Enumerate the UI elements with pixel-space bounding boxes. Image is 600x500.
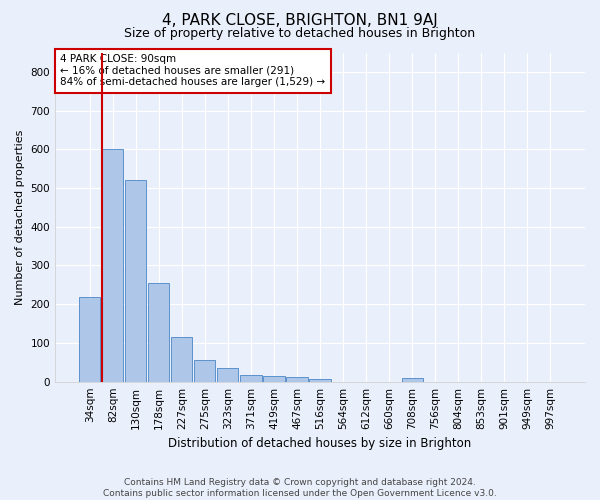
X-axis label: Distribution of detached houses by size in Brighton: Distribution of detached houses by size …: [169, 437, 472, 450]
Bar: [241, 374, 262, 382]
Bar: [401, 378, 423, 382]
Bar: [263, 376, 284, 382]
Bar: [125, 180, 146, 382]
Text: Size of property relative to detached houses in Brighton: Size of property relative to detached ho…: [124, 28, 476, 40]
Y-axis label: Number of detached properties: Number of detached properties: [15, 130, 25, 305]
Bar: [194, 360, 215, 382]
Bar: [148, 283, 169, 382]
Text: 4 PARK CLOSE: 90sqm
← 16% of detached houses are smaller (291)
84% of semi-detac: 4 PARK CLOSE: 90sqm ← 16% of detached ho…: [61, 54, 325, 88]
Bar: [171, 337, 193, 382]
Bar: [102, 150, 124, 382]
Text: Contains HM Land Registry data © Crown copyright and database right 2024.
Contai: Contains HM Land Registry data © Crown c…: [103, 478, 497, 498]
Bar: [79, 298, 100, 382]
Bar: [286, 378, 308, 382]
Bar: [310, 378, 331, 382]
Text: 4, PARK CLOSE, BRIGHTON, BN1 9AJ: 4, PARK CLOSE, BRIGHTON, BN1 9AJ: [162, 12, 438, 28]
Bar: [217, 368, 238, 382]
